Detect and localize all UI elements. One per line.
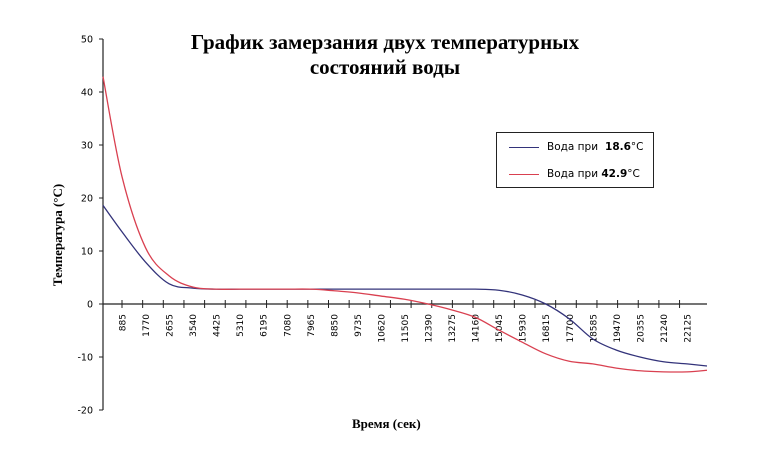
x-tick-label: 15045 (495, 314, 505, 343)
x-tick-label: 11505 (401, 314, 411, 343)
legend-item-18-6: Вода при 18.6°C (509, 139, 644, 155)
x-tick-label: 16815 (542, 314, 552, 343)
legend-label: Вода при 18.6°C (547, 141, 644, 153)
series-line-42-9 (102, 76, 708, 373)
chart-title: График замерзания двух температурных сос… (150, 30, 620, 80)
y-axis-label: Температура (°C) (50, 183, 65, 287)
x-tick-label: 14160 (472, 314, 482, 343)
y-tick-label: 30 (81, 141, 93, 152)
y-tick-label: 0 (87, 300, 93, 311)
y-tick-label: 50 (81, 35, 93, 46)
y-tick-label: 40 (81, 88, 93, 99)
legend-item-42-9: Вода при 42.9°C (509, 166, 640, 182)
x-tick-label: 2655 (166, 314, 176, 337)
y-tick-label: 20 (81, 194, 93, 205)
legend: Вода при 18.6°C Вода при 42.9°C (496, 132, 654, 188)
x-tick-label: 15930 (519, 314, 529, 343)
y-tick-label: 10 (81, 247, 93, 258)
x-tick-label: 12390 (425, 314, 435, 343)
x-tick-label: 885 (119, 314, 129, 331)
x-tick-label: 21240 (660, 314, 670, 343)
x-tick-label: 19470 (613, 314, 623, 343)
x-tick-label: 8850 (330, 314, 340, 337)
x-tick-label: 20355 (636, 314, 646, 343)
y-tick-label: -10 (77, 353, 93, 364)
chart-title-line-2: состояний воды (309, 55, 461, 79)
y-tick-label: -20 (77, 406, 93, 417)
x-tick-label: 17700 (566, 314, 576, 343)
x-tick-label: 6195 (260, 314, 270, 337)
chart-title-line-1: График замерзания двух температурных (190, 30, 580, 54)
x-tick-label: 5310 (236, 314, 246, 337)
x-tick-label: 1770 (142, 314, 152, 337)
x-tick-label: 7080 (283, 314, 293, 337)
x-tick-label: 9735 (354, 314, 364, 337)
legend-swatch-blue (509, 146, 539, 148)
x-tick-label: 22125 (683, 314, 693, 343)
legend-label: Вода при 42.9°C (547, 168, 640, 180)
x-tick-label: 13275 (448, 314, 458, 343)
x-axis-label: Время (сек) (352, 416, 421, 431)
x-tick-label: 7965 (307, 314, 317, 337)
x-tick-label: 4425 (213, 314, 223, 337)
x-tick-label: 3540 (189, 314, 199, 337)
legend-swatch-red (509, 173, 539, 175)
x-tick-label: 10620 (377, 314, 387, 343)
x-tick-label: 18585 (589, 314, 599, 343)
